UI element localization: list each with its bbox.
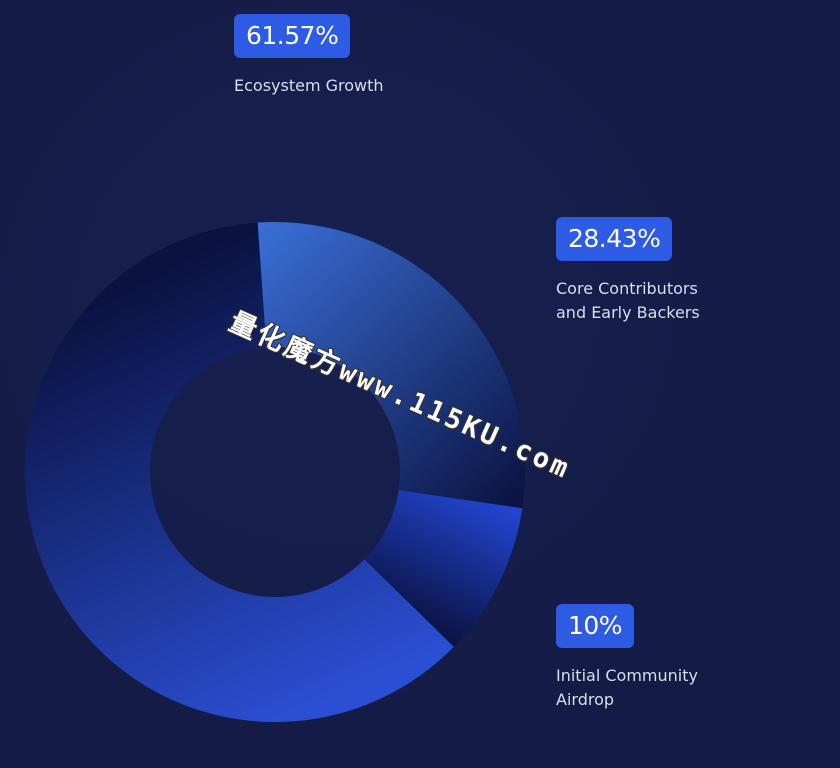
category-label: Ecosystem Growth xyxy=(234,76,384,95)
value-badge: 10% xyxy=(556,604,635,648)
donut-slice xyxy=(364,490,523,647)
category-label: Core Contributors and Early Backers xyxy=(556,279,700,322)
category-label: Initial Community Airdrop xyxy=(556,666,698,709)
value-badge: 61.57% xyxy=(234,14,351,58)
donut-slice xyxy=(25,222,454,722)
value-badge: 28.43% xyxy=(556,217,673,261)
donut-slice xyxy=(257,222,526,509)
